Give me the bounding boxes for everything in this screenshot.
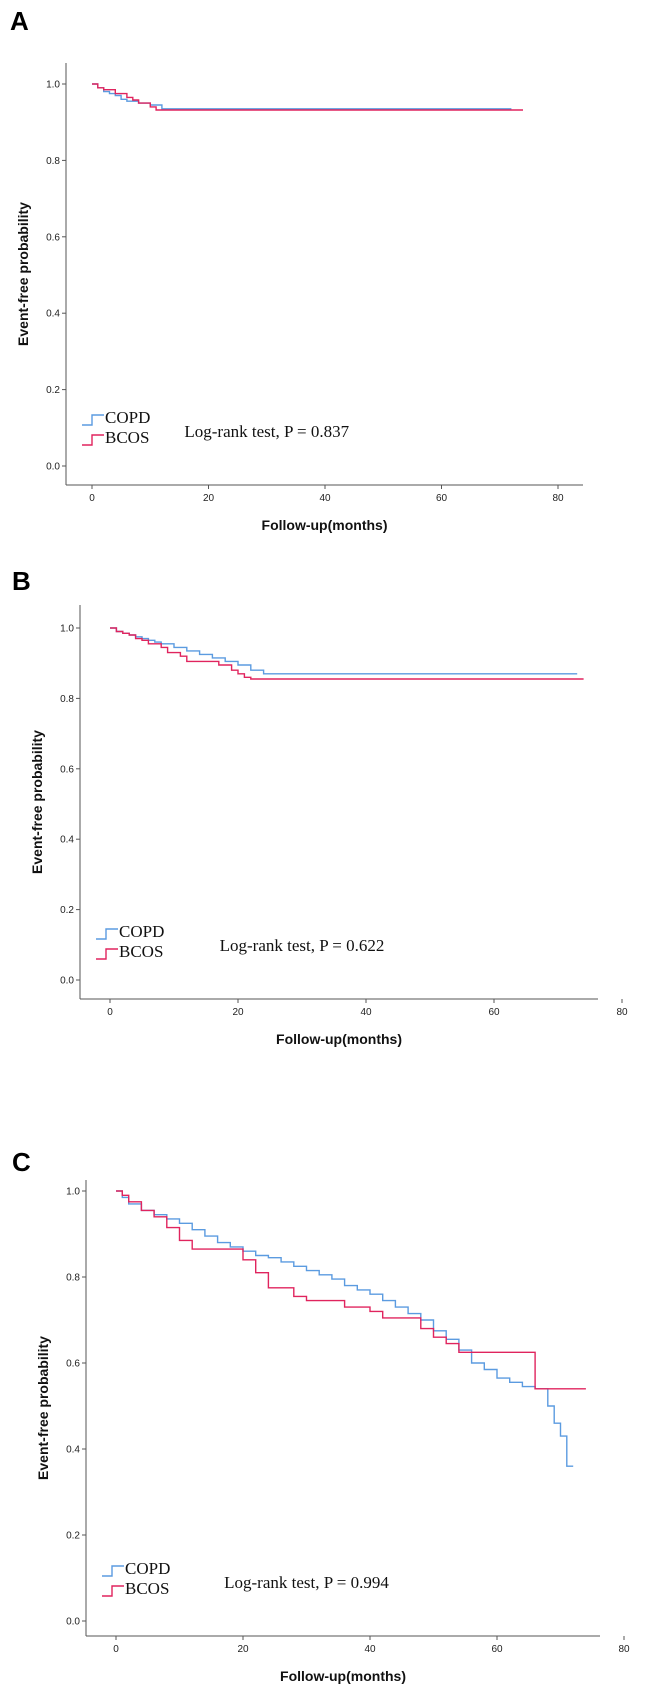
x-tick-label: 40	[319, 493, 331, 504]
x-tick-label: 80	[616, 1007, 628, 1018]
x-tick-label: 0	[113, 1644, 119, 1655]
x-tick-label: 20	[203, 493, 215, 504]
x-tick-label: 60	[491, 1644, 503, 1655]
series-line-copd	[116, 1190, 574, 1467]
y-tick-label: 0.2	[66, 1531, 80, 1542]
y-tick-label: 0.4	[66, 1445, 80, 1456]
y-axis-title: Event-free probability	[29, 730, 45, 874]
y-tick-label: 0.4	[60, 835, 74, 846]
y-tick-label: 1.0	[60, 624, 74, 635]
x-tick-label: 60	[488, 1007, 500, 1018]
x-tick-label: 0	[107, 1007, 113, 1018]
y-tick-label: 1.0	[46, 80, 60, 91]
panel-b: B 0.0 0.2 0.4 0.6 0.8 1.0 0 20 40 60 80 Follow-up(m…	[0, 560, 648, 1125]
x-tick-label: 40	[360, 1007, 372, 1018]
legend-label: BCOS	[125, 1579, 169, 1598]
logrank-annotation: Log-rank test, P = 0.622	[220, 936, 385, 955]
x-axis-title: Follow-up(months)	[276, 1031, 402, 1047]
legend-swatch	[82, 414, 104, 426]
logrank-annotation: Log-rank test, P = 0.837	[184, 422, 349, 441]
km-chart-b: 0.0 0.2 0.4 0.6 0.8 1.0 0 20 40 60 80 Follow-up(mon…	[29, 605, 628, 1047]
series-line-copd	[110, 627, 578, 675]
y-axis-title: Event-free probability	[35, 1336, 51, 1480]
y-tick-label: 0.0	[60, 976, 74, 987]
legend-swatch	[96, 948, 118, 960]
panel-letter: C	[12, 1147, 31, 1177]
x-tick-label: 80	[552, 493, 564, 504]
km-chart-c: 0.0 0.2 0.4 0.6 0.8 1.0 0 20 40 60 80 Follow-up(mon…	[35, 1180, 630, 1684]
series-line-bcos	[110, 627, 584, 680]
y-tick-label: 0.8	[46, 156, 60, 167]
legend-swatch	[82, 434, 104, 446]
legend-label: BCOS	[119, 942, 163, 961]
legend-label: COPD	[119, 922, 164, 941]
series-line-bcos	[92, 83, 523, 111]
y-tick-label: 1.0	[66, 1187, 80, 1198]
series-line-copd	[92, 83, 512, 110]
y-tick-label: 0.0	[66, 1617, 80, 1628]
legend-swatch	[102, 1585, 124, 1597]
x-tick-label: 20	[237, 1644, 249, 1655]
legend-label: BCOS	[105, 428, 149, 447]
x-axis-title: Follow-up(months)	[280, 1668, 406, 1684]
x-tick-label: 80	[618, 1644, 630, 1655]
y-tick-label: 0.2	[46, 385, 60, 396]
x-axis-title: Follow-up(months)	[262, 517, 388, 533]
series-line-bcos	[116, 1190, 586, 1390]
y-tick-label: 0.2	[60, 905, 74, 916]
y-axis-title: Event-free probability	[15, 202, 31, 346]
y-tick-label: 0.6	[46, 232, 60, 243]
panel-a: A 0.0 0.2 0.4 0.6 0.8 1.0 0 20 40 60 80 Follow-up(m…	[0, 0, 648, 560]
y-tick-label: 0.4	[46, 309, 60, 320]
x-tick-label: 60	[436, 493, 448, 504]
km-chart-a: 0.0 0.2 0.4 0.6 0.8 1.0 0 20 40 60 80 Follow-up(mon…	[15, 63, 583, 533]
legend-swatch	[96, 928, 118, 940]
y-tick-label: 0.6	[66, 1359, 80, 1370]
legend-label: COPD	[125, 1559, 170, 1578]
x-tick-label: 0	[89, 493, 95, 504]
legend-label: COPD	[105, 408, 150, 427]
panel-c: C 0.0 0.2 0.4 0.6 0.8 1.0 0 20 40 60 80 Follow-up(m…	[0, 1125, 648, 1694]
x-tick-label: 20	[232, 1007, 244, 1018]
legend-swatch	[102, 1565, 124, 1577]
y-tick-label: 0.8	[66, 1273, 80, 1284]
panel-letter: B	[12, 566, 31, 596]
x-tick-label: 40	[364, 1644, 376, 1655]
y-tick-label: 0.0	[46, 462, 60, 473]
panel-letter: A	[10, 6, 29, 36]
y-tick-label: 0.6	[60, 764, 74, 775]
y-tick-label: 0.8	[60, 694, 74, 705]
logrank-annotation: Log-rank test, P = 0.994	[224, 1573, 389, 1592]
